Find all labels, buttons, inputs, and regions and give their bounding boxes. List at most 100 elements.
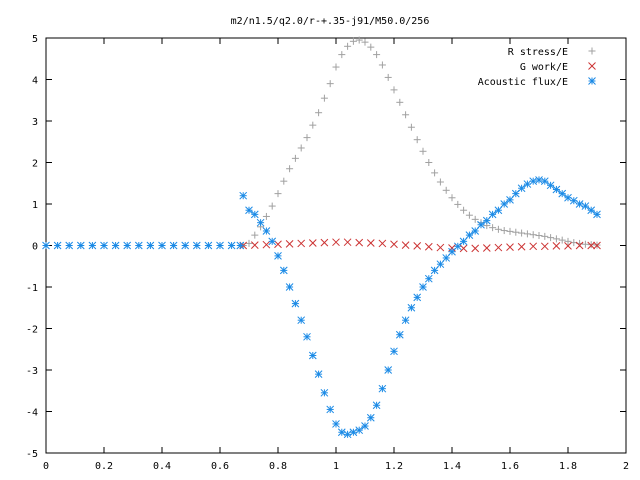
y-tick-label: 3 — [32, 117, 38, 128]
data-point — [419, 283, 427, 291]
data-point — [471, 244, 480, 253]
data-point — [540, 177, 549, 186]
data-point — [366, 413, 375, 422]
data-point — [192, 241, 201, 250]
data-point — [482, 216, 491, 225]
data-point — [227, 241, 236, 250]
data-point — [482, 244, 491, 252]
data-point — [309, 121, 317, 129]
data-point — [361, 422, 369, 430]
data-point — [134, 241, 143, 250]
data-point — [216, 241, 224, 250]
series-3 — [42, 176, 601, 439]
data-point — [494, 243, 503, 252]
data-point — [262, 240, 271, 249]
data-point — [436, 260, 445, 269]
data-point — [390, 347, 398, 356]
data-point — [535, 176, 543, 184]
data-point — [465, 231, 474, 239]
data-point — [541, 232, 549, 240]
data-point — [407, 303, 416, 312]
plot-frame — [45, 37, 627, 454]
data-point — [100, 241, 108, 250]
data-point — [355, 238, 364, 247]
data-point — [517, 184, 526, 193]
data-point — [251, 231, 259, 239]
data-point — [436, 178, 444, 186]
data-point — [558, 189, 567, 198]
data-point — [477, 220, 485, 229]
legend-label: Acoustic flux/E — [478, 77, 568, 88]
data-point — [431, 169, 439, 177]
data-point — [297, 239, 306, 248]
chart-title: m2/n1.5/q2.0/r-+.35-j91/M50.0/256 — [231, 16, 430, 27]
data-point — [506, 195, 514, 204]
data-point — [285, 283, 294, 291]
data-point — [465, 211, 473, 219]
data-point — [320, 238, 329, 247]
data-point — [564, 193, 572, 202]
data-point — [564, 237, 572, 245]
data-point — [500, 200, 509, 208]
series-1 — [239, 36, 601, 249]
data-point — [430, 266, 439, 275]
data-point — [268, 237, 277, 246]
data-point — [547, 234, 555, 242]
data-point — [413, 136, 421, 144]
y-tick-label: -1 — [26, 283, 38, 294]
data-point — [454, 200, 462, 208]
data-point — [552, 235, 560, 243]
data-point — [424, 242, 433, 251]
legend-marker — [588, 62, 596, 70]
data-point — [53, 241, 62, 250]
data-point — [442, 186, 450, 194]
data-point — [245, 239, 253, 247]
y-tick-label: 1 — [32, 200, 38, 211]
data-point — [326, 405, 335, 414]
data-point — [373, 51, 381, 59]
data-point — [401, 316, 410, 325]
data-point — [378, 61, 386, 69]
data-point — [76, 241, 85, 250]
data-point — [367, 43, 375, 51]
data-point — [378, 239, 387, 248]
data-point — [396, 98, 404, 106]
x-tick-label: 0 — [43, 461, 49, 472]
data-point — [146, 241, 155, 250]
data-point — [401, 241, 410, 249]
data-point — [355, 426, 364, 435]
data-point — [436, 243, 445, 252]
data-point — [274, 252, 282, 260]
data-point — [268, 202, 276, 210]
x-tick-label: 1.6 — [501, 461, 519, 472]
data-point — [286, 165, 294, 173]
data-point — [88, 241, 97, 250]
data-point — [181, 241, 190, 250]
data-point — [593, 241, 601, 250]
series-layer — [42, 36, 601, 439]
legend-label: R stress/E — [508, 47, 568, 58]
data-point — [245, 206, 253, 215]
data-point — [314, 370, 323, 379]
data-point — [65, 241, 74, 250]
data-point — [349, 37, 357, 45]
data-point — [540, 242, 549, 251]
data-point — [361, 38, 369, 46]
data-point — [448, 244, 456, 252]
data-point — [390, 86, 398, 94]
data-point — [332, 63, 340, 71]
data-point — [500, 227, 508, 235]
data-point — [460, 206, 468, 214]
data-point — [523, 230, 531, 238]
data-point — [535, 232, 543, 240]
data-point — [552, 242, 561, 250]
data-point — [384, 366, 393, 374]
y-tick-label: 4 — [32, 76, 38, 87]
data-point — [593, 210, 601, 219]
data-point — [297, 144, 305, 152]
data-point — [262, 212, 270, 220]
data-point — [372, 401, 381, 410]
data-point — [308, 351, 317, 360]
data-point — [303, 134, 311, 142]
data-point — [250, 241, 259, 249]
